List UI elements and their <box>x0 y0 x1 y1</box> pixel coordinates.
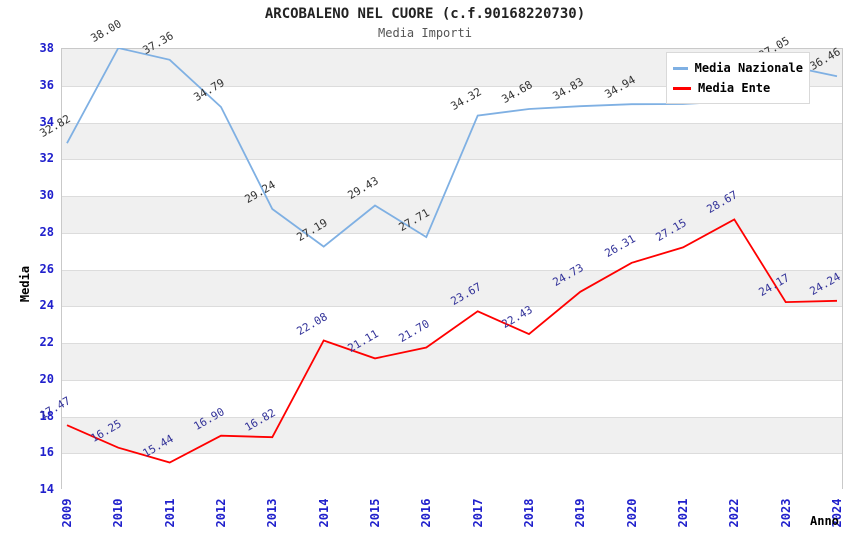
x-tick-label: 2017 <box>470 498 485 528</box>
y-tick-label: 34 <box>39 114 54 129</box>
y-axis-title: Media <box>18 265 32 303</box>
y-tick-label: 16 <box>39 445 54 460</box>
grid-band <box>62 379 842 417</box>
x-tick-label: 2020 <box>624 498 639 528</box>
y-tick-label: 20 <box>39 371 54 386</box>
x-tick-label: 2023 <box>778 498 793 528</box>
x-tick-label: 2014 <box>316 498 331 528</box>
grid-band <box>62 306 842 343</box>
y-tick-label: 26 <box>39 261 54 276</box>
y-tick-label: 36 <box>39 77 54 92</box>
media-ente-line-swatch-icon <box>673 86 691 90</box>
grid-band <box>62 196 842 233</box>
x-tick-label: 2022 <box>727 498 742 528</box>
legend-item-media-nazionale: Media Nazionale <box>673 58 803 78</box>
y-tick-label: 14 <box>39 482 54 496</box>
x-tick-label: 2011 <box>162 498 177 528</box>
grid-band <box>62 416 842 454</box>
grid-band <box>62 122 842 160</box>
line-media-ente <box>66 218 838 464</box>
y-tick-label: 38 <box>39 41 54 55</box>
x-tick-label: 2018 <box>522 498 536 528</box>
grid-band <box>62 269 842 307</box>
x-tick-label: 2013 <box>265 498 280 528</box>
x-tick-label: 2016 <box>419 498 434 528</box>
chart-title: ARCOBALENO NEL CUORE (c.f.90168220730) <box>264 6 586 22</box>
legend-label: Media Ente <box>698 81 771 95</box>
legend: Media Nazionale Media Ente <box>666 52 810 104</box>
chart-subtitle: Media Importi <box>378 26 472 40</box>
y-tick-label: 18 <box>39 408 54 423</box>
y-tick-label: 30 <box>39 188 54 202</box>
legend-item-media-ente: Media Ente <box>673 78 803 98</box>
media-nazionale-line-swatch-icon <box>673 66 688 70</box>
x-axis-title: Anno <box>810 514 839 528</box>
legend-label: Media Nazionale <box>694 61 803 75</box>
y-tick-label: 28 <box>39 224 54 239</box>
y-tick-label: 24 <box>39 298 54 313</box>
grid-band <box>62 453 842 490</box>
x-tick-label: 2019 <box>573 498 588 528</box>
x-tick-label: 2021 <box>676 498 690 528</box>
grid-band <box>62 343 842 380</box>
grid-band <box>62 232 842 270</box>
x-tick-label: 2012 <box>214 498 228 528</box>
x-tick-label: 2010 <box>111 498 126 528</box>
x-tick-label: 2009 <box>60 498 74 528</box>
y-tick-label: 22 <box>39 335 54 349</box>
x-tick-label: 2015 <box>368 498 382 528</box>
series-lines <box>66 48 838 464</box>
y-tick-label: 32 <box>39 151 54 166</box>
